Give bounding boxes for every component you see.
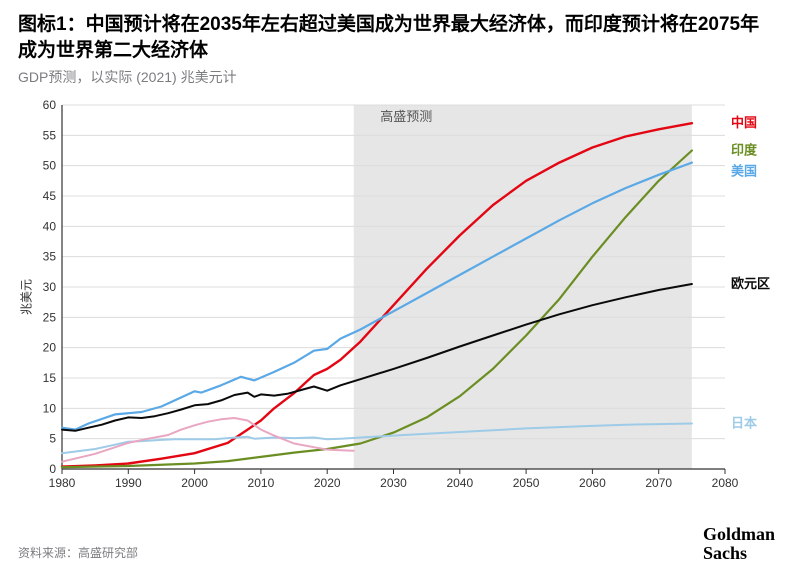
series-label-美国: 美国 (731, 164, 757, 179)
y-axis-label: 兆美元 (18, 279, 35, 315)
y-tick-label: 35 (43, 250, 57, 264)
chart-title: 图标1：中国预计将在2035年左右超过美国成为世界最大经济体，而印度预计将在20… (18, 12, 775, 63)
line-chart: 0 5 10 15 20 25 30 35 40 45 50 55 60 1980 1990 2000 2010… (18, 97, 775, 497)
source-label: 资料来源：高盛研究部 (18, 544, 138, 561)
series-label-中国: 中国 (731, 115, 757, 130)
y-tick-label: 20 (43, 341, 57, 355)
y-tick-label: 55 (43, 129, 57, 143)
series-label-欧元区: 欧元区 (731, 276, 770, 291)
y-tick-label: 50 (43, 159, 57, 173)
y-tick-label: 5 (49, 432, 56, 446)
chart-subtitle: GDP预测，以实际 (2021) 兆美元计 (18, 67, 775, 87)
x-tick-label: 1990 (115, 476, 142, 490)
series-label-日本: 日本 (731, 416, 757, 431)
y-tick-label: 25 (43, 311, 57, 325)
goldman-sachs-logo: Goldman Sachs (703, 525, 775, 563)
x-tick-label: 2010 (248, 476, 275, 490)
chart-area: 兆美元 0 5 10 15 20 25 30 35 40 45 50 55 60 1980 1990 2000… (18, 97, 775, 497)
x-tick-label: 2070 (645, 476, 672, 490)
logo-line-2: Sachs (703, 544, 775, 563)
x-tick-label: 2000 (181, 476, 208, 490)
x-tick-label: 2060 (579, 476, 606, 490)
x-tick-label: 2020 (314, 476, 341, 490)
logo-line-1: Goldman (703, 525, 775, 544)
y-tick-label: 15 (43, 371, 57, 385)
x-tick-label: 2030 (380, 476, 407, 490)
x-tick-label: 2040 (446, 476, 473, 490)
x-tick-label: 1980 (49, 476, 76, 490)
y-tick-label: 40 (43, 220, 57, 234)
y-tick-label: 0 (49, 462, 56, 476)
y-tick-label: 60 (43, 98, 57, 112)
y-tick-label: 45 (43, 189, 57, 203)
chart-container: 图标1：中国预计将在2035年左右超过美国成为世界最大经济体，而印度预计将在20… (0, 0, 793, 571)
x-tick-label: 2080 (712, 476, 739, 490)
forecast-label: 高盛预测 (380, 109, 432, 124)
y-tick-label: 10 (43, 402, 57, 416)
series-label-印度: 印度 (731, 143, 758, 158)
x-tick-label: 2050 (513, 476, 540, 490)
y-tick-label: 30 (43, 280, 57, 294)
